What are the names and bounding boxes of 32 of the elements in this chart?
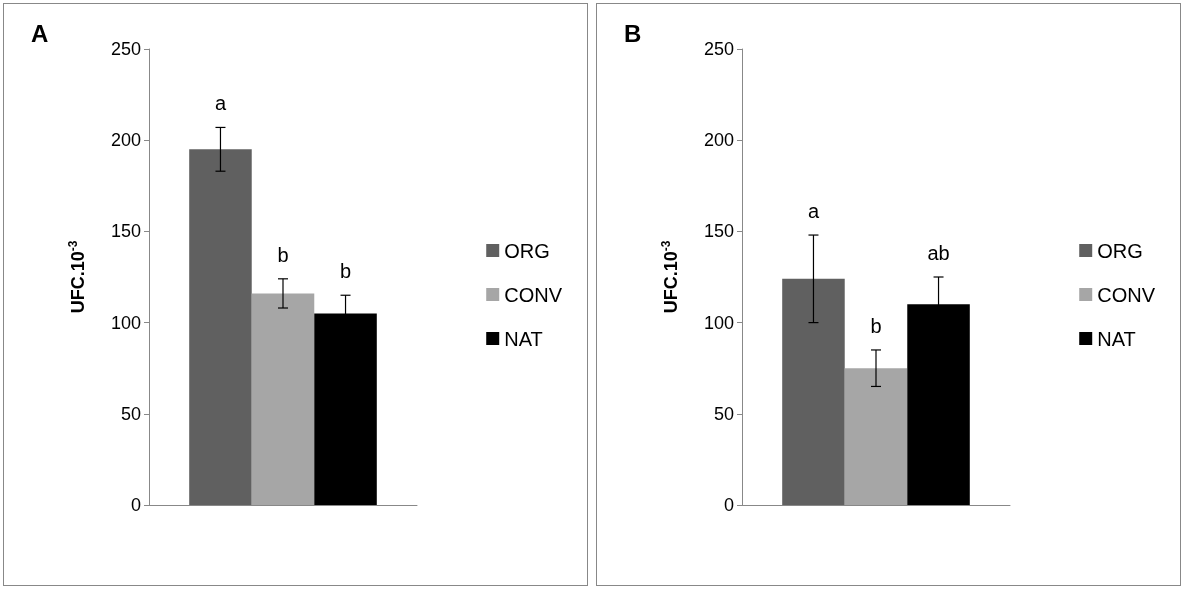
chart-title: B (624, 19, 642, 47)
y-tick-label: 100 (703, 312, 734, 333)
y-axis-title: UFC.10-3 (659, 240, 681, 314)
y-tick-label: 50 (713, 403, 734, 424)
annotation: b (339, 260, 352, 283)
bar (251, 293, 315, 505)
bar (189, 149, 252, 505)
y-tick-label: 150 (110, 221, 141, 242)
y-tick-label: 250 (110, 39, 141, 59)
legend-label: ORG (504, 239, 550, 262)
y-tick-label: 250 (703, 39, 734, 59)
legend-label: NAT (1097, 327, 1136, 350)
y-tick-label: 100 (110, 312, 141, 333)
y-axis-title: UFC.10-3 (66, 240, 88, 314)
bar (782, 278, 845, 505)
annotation: b (277, 243, 289, 266)
annotation: a (807, 200, 820, 223)
bar (844, 368, 908, 505)
y-tick-label: 0 (130, 495, 141, 515)
y-tick-label: 50 (120, 403, 141, 424)
y-tick-label: 0 (723, 495, 734, 515)
legend-label: ORG (1097, 239, 1143, 262)
y-tick-label: 200 (110, 130, 141, 151)
y-tick-label: 150 (703, 221, 734, 242)
chart-title: A (31, 19, 49, 47)
legend-label: CONV (1097, 283, 1156, 306)
legend-label: NAT (504, 327, 543, 350)
annotation: ab (927, 242, 950, 264)
legend-label: CONV (504, 283, 563, 306)
y-tick-label: 200 (703, 130, 734, 151)
annotation: b (870, 314, 882, 337)
annotation: a (214, 92, 227, 115)
